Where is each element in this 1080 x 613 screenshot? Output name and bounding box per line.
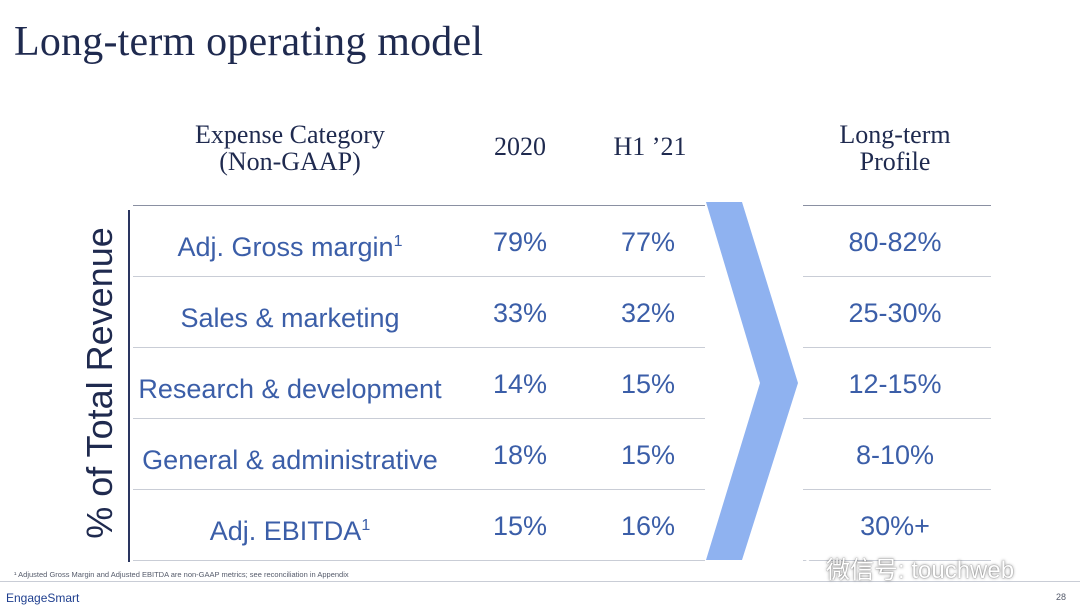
- table-cell-2020: 14%: [492, 369, 548, 399]
- table-row-category: General & administrative: [142, 445, 438, 475]
- row-divider: [803, 418, 991, 419]
- profile-bottom-rule: [803, 560, 991, 561]
- header-long-term-profile: Long-term Profile: [800, 121, 990, 175]
- table-row-category: Sales & marketing: [180, 303, 400, 333]
- brand-logo-text: EngageSmart: [6, 591, 80, 605]
- table-cell-2020: 33%: [492, 298, 548, 328]
- vertical-divider: [128, 210, 130, 562]
- row-divider: [133, 276, 705, 277]
- page-number: 28: [1055, 592, 1066, 602]
- table-top-rule: [133, 205, 705, 206]
- watermark-text: 微信号: touchweb: [826, 557, 1015, 584]
- row-divider: [133, 347, 705, 348]
- table-bottom-rule: [133, 560, 705, 561]
- watermark: 微信号: touchweb: [786, 550, 1014, 585]
- chevron-right-icon: [706, 202, 798, 560]
- table-cell-2020: 18%: [492, 440, 548, 470]
- header-longterm-line2: Profile: [859, 147, 931, 176]
- table-cell-long-term: 12-15%: [848, 369, 942, 399]
- table-row-category: Adj. Gross margin1: [177, 232, 403, 262]
- profile-top-rule: [803, 205, 991, 206]
- table-row-category: Research & development: [138, 374, 442, 404]
- footer-divider: [0, 581, 1080, 582]
- table-cell-h1-21: 15%: [620, 440, 676, 470]
- table-cell-h1-21: 15%: [620, 369, 676, 399]
- table-row-category: Adj. EBITDA1: [209, 516, 371, 546]
- axis-label-percent-total-revenue: % of Total Revenue: [79, 227, 120, 539]
- header-2020: 2020: [494, 132, 546, 161]
- header-longterm-line1: Long-term: [839, 120, 951, 149]
- chevron-shape: [706, 202, 798, 560]
- table-cell-2020: 15%: [492, 511, 548, 541]
- row-divider: [803, 347, 991, 348]
- row-divider: [803, 276, 991, 277]
- row-divider: [133, 489, 705, 490]
- table-cell-h1-21: 32%: [620, 298, 676, 328]
- header-h1-21: H1 ’21: [613, 132, 687, 161]
- slide-title: Long-term operating model: [14, 19, 484, 65]
- row-divider: [133, 418, 705, 419]
- footnote: ¹ Adjusted Gross Margin and Adjusted EBI…: [14, 570, 349, 579]
- wechat-icon: [787, 555, 819, 579]
- table-cell-h1-21: 16%: [620, 511, 676, 541]
- header-category-line1: Expense Category: [195, 120, 385, 149]
- table-cell-long-term: 80-82%: [848, 227, 942, 257]
- header-category-line2: (Non-GAAP): [219, 147, 361, 176]
- table-cell-long-term: 25-30%: [848, 298, 942, 328]
- table-cell-long-term: 30%+: [860, 511, 930, 541]
- table-cell-h1-21: 77%: [620, 227, 676, 257]
- table-cell-long-term: 8-10%: [855, 440, 935, 470]
- header-expense-category: Expense Category (Non-GAAP): [170, 121, 410, 175]
- row-divider: [803, 489, 991, 490]
- table-cell-2020: 79%: [492, 227, 548, 257]
